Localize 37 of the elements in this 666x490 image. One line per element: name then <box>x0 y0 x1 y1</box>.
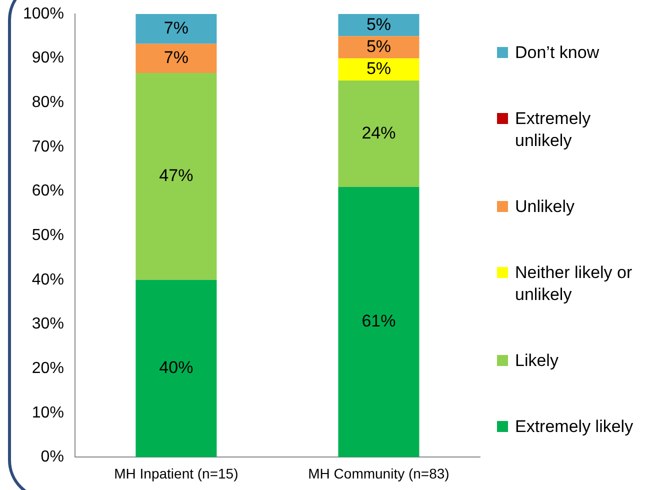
data-label: 47% <box>159 166 194 186</box>
data-label: 7% <box>164 18 188 38</box>
y-tick-label: 90% <box>32 50 64 67</box>
y-tick-label: 50% <box>32 227 64 244</box>
x-tick-label: MH Community (n=83) <box>308 465 450 482</box>
bar <box>338 14 420 36</box>
legend-label: Don’t know <box>515 42 600 64</box>
data-label: 40% <box>159 358 194 378</box>
data-label: 5% <box>366 59 392 78</box>
data-label: 5% <box>366 36 392 56</box>
bar <box>136 280 217 458</box>
legend-label: Unlikely <box>515 196 575 218</box>
x-tick-label: MH Inpatient (n=15) <box>114 465 238 482</box>
y-tick-label: 10% <box>32 404 64 422</box>
bar <box>338 80 420 187</box>
y-tick-label: 60% <box>32 182 64 200</box>
y-tick-label: 0% <box>40 448 64 466</box>
y-tick-label: 30% <box>32 316 64 333</box>
bar <box>338 58 420 80</box>
data-label: 24% <box>362 123 396 142</box>
bar <box>136 14 217 44</box>
legend-label: Extremely unlikely <box>515 108 592 152</box>
bar <box>338 186 420 458</box>
y-tick-label: 100% <box>23 5 64 22</box>
bar <box>338 36 420 58</box>
data-label: 7% <box>164 48 188 68</box>
legend-label: Extremely likely <box>515 416 634 438</box>
bar <box>136 44 217 73</box>
legend-label: Neither likely or unlikely <box>515 262 634 306</box>
y-tick-label: 70% <box>32 138 64 156</box>
y-tick-label: 80% <box>32 94 64 112</box>
y-tick-label: 40% <box>32 271 64 288</box>
data-label: 5% <box>366 14 392 34</box>
y-tick-label: 20% <box>32 360 64 377</box>
legend-label: Likely <box>515 350 558 372</box>
data-label: 61% <box>362 312 396 331</box>
bar <box>136 72 217 280</box>
